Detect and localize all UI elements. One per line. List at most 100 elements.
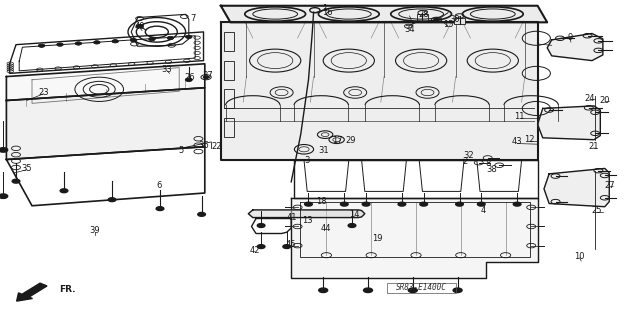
Circle shape <box>456 202 463 206</box>
Circle shape <box>198 212 205 216</box>
Circle shape <box>94 54 99 56</box>
Circle shape <box>113 53 118 55</box>
Text: SR83-E1400C: SR83-E1400C <box>396 283 447 292</box>
Text: 29: 29 <box>346 137 356 145</box>
Circle shape <box>283 245 291 249</box>
Circle shape <box>434 19 439 21</box>
Text: FR.: FR. <box>59 285 76 293</box>
Bar <box>454 18 465 24</box>
Text: 22: 22 <box>211 142 221 151</box>
Circle shape <box>420 202 428 206</box>
Text: 21: 21 <box>588 142 598 151</box>
Circle shape <box>305 202 312 206</box>
Circle shape <box>257 224 265 227</box>
Circle shape <box>39 57 44 60</box>
Text: 43: 43 <box>512 137 522 146</box>
Bar <box>224 89 234 108</box>
Circle shape <box>0 194 8 198</box>
Text: 9: 9 <box>568 33 573 42</box>
Text: 15: 15 <box>443 20 453 29</box>
Text: 23: 23 <box>38 88 49 97</box>
Text: 20: 20 <box>600 96 610 105</box>
Circle shape <box>186 48 191 51</box>
Text: 4: 4 <box>481 206 486 215</box>
Circle shape <box>12 179 20 183</box>
Text: 37: 37 <box>203 71 213 80</box>
Text: 5: 5 <box>179 146 184 155</box>
Text: 33: 33 <box>162 65 172 74</box>
Text: 40: 40 <box>134 22 145 31</box>
Circle shape <box>408 288 417 293</box>
Circle shape <box>362 202 370 206</box>
Text: 42: 42 <box>250 246 260 255</box>
Text: 19: 19 <box>372 234 383 243</box>
Circle shape <box>398 202 406 206</box>
Text: 34: 34 <box>404 25 415 34</box>
Circle shape <box>93 41 100 44</box>
Text: 2: 2 <box>462 157 467 166</box>
Text: 28: 28 <box>419 10 429 19</box>
Circle shape <box>57 43 63 46</box>
Text: 41: 41 <box>287 213 297 222</box>
Bar <box>224 61 234 80</box>
Text: 38: 38 <box>486 165 497 174</box>
Polygon shape <box>6 64 205 100</box>
Text: 36: 36 <box>198 141 209 150</box>
Text: 6: 6 <box>157 181 162 190</box>
Text: 18: 18 <box>316 197 326 206</box>
Polygon shape <box>6 88 205 160</box>
Circle shape <box>477 202 485 206</box>
Circle shape <box>348 224 356 227</box>
Polygon shape <box>221 6 547 22</box>
Text: 8: 8 <box>485 159 490 168</box>
Polygon shape <box>538 106 600 140</box>
Circle shape <box>186 78 192 81</box>
Text: 3: 3 <box>304 156 309 165</box>
Text: 24: 24 <box>585 94 595 103</box>
Circle shape <box>60 189 68 193</box>
Polygon shape <box>291 198 538 278</box>
Circle shape <box>513 202 521 206</box>
Circle shape <box>340 202 348 206</box>
Text: 25: 25 <box>591 206 602 215</box>
Polygon shape <box>547 33 603 61</box>
Text: 44: 44 <box>321 224 331 233</box>
Circle shape <box>204 76 209 78</box>
Text: 1: 1 <box>322 4 327 13</box>
Bar <box>224 32 234 51</box>
Circle shape <box>364 288 372 293</box>
Text: 39: 39 <box>90 226 100 235</box>
Circle shape <box>319 288 328 293</box>
Circle shape <box>167 36 173 40</box>
Circle shape <box>108 198 116 202</box>
Circle shape <box>76 42 82 45</box>
Circle shape <box>150 51 155 53</box>
Text: 27: 27 <box>604 181 614 190</box>
Circle shape <box>58 56 63 59</box>
Circle shape <box>186 35 192 39</box>
Circle shape <box>168 49 173 52</box>
FancyArrow shape <box>17 283 47 301</box>
Circle shape <box>112 40 118 43</box>
Text: 12: 12 <box>524 135 534 144</box>
Bar <box>224 118 234 137</box>
Circle shape <box>76 55 81 57</box>
Bar <box>387 283 456 293</box>
Text: 45: 45 <box>286 241 296 249</box>
Text: 10: 10 <box>575 252 585 261</box>
Text: 11: 11 <box>515 112 525 121</box>
Circle shape <box>131 39 137 42</box>
Circle shape <box>453 288 462 293</box>
Bar <box>417 14 428 21</box>
Circle shape <box>131 52 136 54</box>
Text: 7: 7 <box>191 14 196 23</box>
Text: 32: 32 <box>463 151 474 160</box>
Text: 35: 35 <box>22 164 32 173</box>
Circle shape <box>149 38 155 41</box>
Circle shape <box>156 207 164 211</box>
Text: 26: 26 <box>185 73 195 82</box>
Polygon shape <box>248 210 365 218</box>
Text: 17: 17 <box>332 136 342 145</box>
Text: 30: 30 <box>449 15 460 24</box>
Circle shape <box>0 148 8 152</box>
